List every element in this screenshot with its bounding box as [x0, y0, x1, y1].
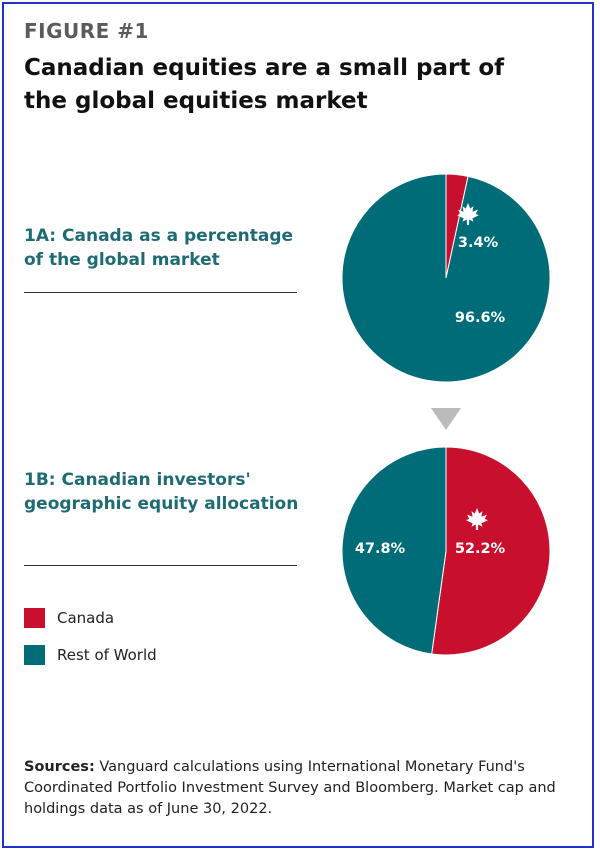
pie-1a-slice-rest-of-world: [341, 173, 551, 383]
pie-1a-label-canada: 3.4%: [458, 235, 499, 251]
chart-1a-rule: [24, 292, 297, 293]
figure-title: Canadian equities are a small part of th…: [24, 55, 505, 114]
pie-1a-maple-leaf-icon: [457, 203, 479, 225]
legend-item-rest-of-world: Rest of World: [24, 645, 157, 665]
legend-item-canada: Canada: [24, 608, 114, 628]
chart-1b-rule: [24, 565, 297, 566]
pie-1a-label-rest-of-world: 96.6%: [455, 310, 506, 326]
pie-1b-slice-canada: [431, 446, 551, 656]
legend-swatch-rest-of-world: [24, 645, 45, 665]
sources-note: Sources: Vanguard calculations using Int…: [24, 757, 574, 820]
legend-label-rest-of-world: Rest of World: [57, 646, 157, 664]
legend-label-canada: Canada: [57, 609, 115, 627]
pie-1b-maple-leaf-icon: [466, 508, 488, 530]
pie-1b-label-canada: 52.2%: [455, 541, 506, 557]
legend-swatch-canada: [24, 608, 45, 628]
sources-label: Sources:: [24, 759, 95, 775]
figure-label: FIGURE #1: [24, 19, 149, 43]
sources-text: Vanguard calculations using Internationa…: [24, 759, 556, 817]
figure-frame: [2, 2, 594, 848]
chart-1a-title: 1A: Canada as a percentage of the global…: [24, 226, 294, 270]
pie-1b-slice-rest-of-world: [341, 446, 447, 655]
chart-1b-title: 1B: Canadian investors' geographic equit…: [24, 470, 299, 514]
pie-1b-label-rest-of-world: 47.8%: [355, 541, 406, 557]
down-triangle-icon: [431, 408, 461, 430]
